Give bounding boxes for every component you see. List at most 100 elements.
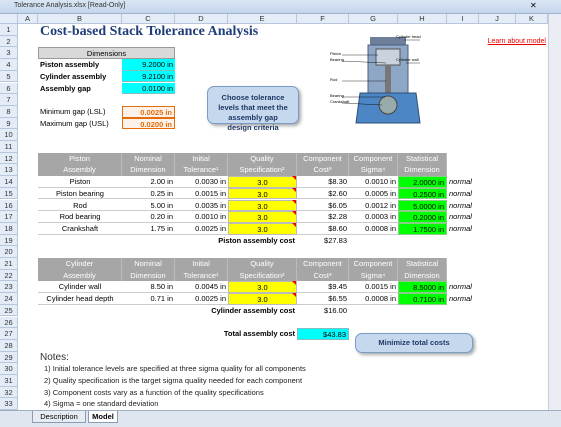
- column-header: F: [297, 14, 349, 24]
- table-cell: 0.0025 in: [175, 293, 228, 305]
- column-header: G: [349, 14, 398, 24]
- table-cell: 0.0003 in: [349, 211, 398, 223]
- column-header: D: [175, 14, 228, 24]
- engine-diagram: Piston Bearing Rod Bearing Crankshaft Cy…: [330, 34, 421, 124]
- sheet-tab[interactable]: Description: [32, 411, 86, 423]
- table-cell: Rod: [38, 200, 122, 212]
- rod: [385, 65, 391, 95]
- table-cell: 0.0045 in: [175, 281, 228, 294]
- column-header: E: [228, 14, 297, 24]
- table-cell: 3.0: [228, 199, 297, 212]
- column-header: K: [516, 14, 548, 24]
- table-cell: 2.00 in: [122, 176, 175, 188]
- row-header: 17: [0, 211, 18, 223]
- table-header: Component: [349, 152, 398, 165]
- sheet-title: Cost-based Stack Tolerance Analysis: [40, 24, 259, 39]
- table-header: Statistical: [398, 152, 447, 165]
- table-cell: 0.0030 in: [175, 176, 228, 188]
- table-header: Initial: [175, 258, 228, 270]
- table-header: Dimension: [398, 269, 447, 282]
- row-header: 6: [0, 82, 18, 95]
- row-header: 11: [0, 141, 18, 153]
- tab-bar: [0, 410, 561, 427]
- row-header: 12: [0, 152, 18, 165]
- row-header: 25: [0, 304, 18, 317]
- total-label: Piston assembly cost: [218, 235, 295, 245]
- table-cell: 0.20 in: [122, 211, 175, 223]
- table-cell: $6.55: [297, 293, 349, 305]
- comment-indicator: [292, 281, 296, 286]
- table-header: Component: [297, 258, 349, 270]
- table-cell: $2.60: [297, 188, 349, 200]
- note: 2) Quality specification is the target s…: [44, 376, 303, 385]
- row-header: 1: [0, 24, 18, 36]
- sheet-tab[interactable]: Model: [88, 411, 118, 423]
- table-cell: Crankshaft: [38, 223, 122, 235]
- table-cell: 2.0000 in: [398, 176, 447, 188]
- table-cell: $2.28: [297, 211, 349, 223]
- distribution: normal: [449, 188, 472, 198]
- table-cell: Cylinder head depth: [38, 293, 122, 305]
- table-cell: 0.0012 in: [349, 200, 398, 212]
- row-header: 15: [0, 187, 18, 200]
- cylinder-head: [370, 37, 406, 45]
- row-header: 19: [0, 234, 18, 247]
- column-header: I: [447, 14, 479, 24]
- table-cell: 5.0000 in: [398, 199, 447, 212]
- table-cell: 0.0015 in: [175, 188, 228, 200]
- table-cell: 5.00 in: [122, 200, 175, 212]
- row-header: 24: [0, 293, 18, 305]
- table-header: Sigma⁴: [349, 164, 398, 177]
- diagram-label: Cylinder head: [396, 34, 421, 39]
- value: 0.0025 in: [122, 105, 175, 118]
- row-header: 26: [0, 316, 18, 329]
- label: Minimum gap (LSL): [40, 106, 106, 116]
- table-header: Dimension: [122, 269, 175, 282]
- table-cell: 0.2500 in: [398, 187, 447, 200]
- row-header: 32: [0, 386, 18, 399]
- table-cell: 3.0: [228, 222, 297, 235]
- comment-indicator: [292, 293, 296, 298]
- table-cell: 0.2000 in: [398, 211, 447, 223]
- row-header: 31: [0, 375, 18, 387]
- total-label: Cylinder assembly cost: [211, 305, 295, 315]
- note: 4) Sigma = one standard deviation: [44, 399, 159, 409]
- label: Cylinder assembly: [40, 71, 107, 81]
- table-header: Tolerance¹: [175, 164, 228, 177]
- column-header: H: [398, 14, 447, 24]
- close-button[interactable]: ✕: [530, 1, 537, 10]
- table-header: Dimension: [398, 164, 447, 177]
- table-header: Assembly: [38, 164, 122, 177]
- value: 0.0200 in: [122, 117, 175, 130]
- table-header: Quality: [228, 258, 297, 270]
- row-header: 21: [0, 258, 18, 270]
- section-header: Dimensions: [38, 47, 175, 60]
- comment-indicator: [292, 211, 296, 216]
- diagram-label: Crankshaft: [330, 99, 350, 104]
- row-header: 10: [0, 129, 18, 141]
- table-cell: $8.60: [297, 223, 349, 235]
- callout: Choose tolerance levels that meet the as…: [207, 86, 299, 132]
- row-header: 13: [0, 164, 18, 177]
- row-header: 3: [0, 47, 18, 60]
- row-header: 2: [0, 35, 18, 48]
- window-title: Tolerance Analysis.xlsx [Read-Only]: [14, 2, 126, 9]
- row-header: 28: [0, 339, 18, 352]
- row-header: 7: [0, 94, 18, 106]
- link[interactable]: Learn about model: [487, 37, 546, 45]
- table-cell: 3.0: [228, 176, 297, 188]
- column-header: J: [479, 14, 516, 24]
- label: Assembly gap: [40, 83, 91, 93]
- table-cell: 0.0008 in: [349, 223, 398, 235]
- label: Maximum gap (USL): [40, 118, 109, 128]
- row-header: 22: [0, 269, 18, 282]
- table-cell: 3.0: [228, 187, 297, 200]
- vertical-scrollbar[interactable]: [548, 14, 561, 410]
- row-header: 18: [0, 222, 18, 235]
- note: 3) Component costs vary as a function of…: [44, 387, 264, 397]
- table-cell: 0.0005 in: [349, 188, 398, 200]
- total-label: Total assembly cost: [223, 329, 295, 339]
- column-header: B: [38, 14, 122, 24]
- distribution: normal: [449, 177, 472, 187]
- table-cell: 8.50 in: [122, 281, 175, 294]
